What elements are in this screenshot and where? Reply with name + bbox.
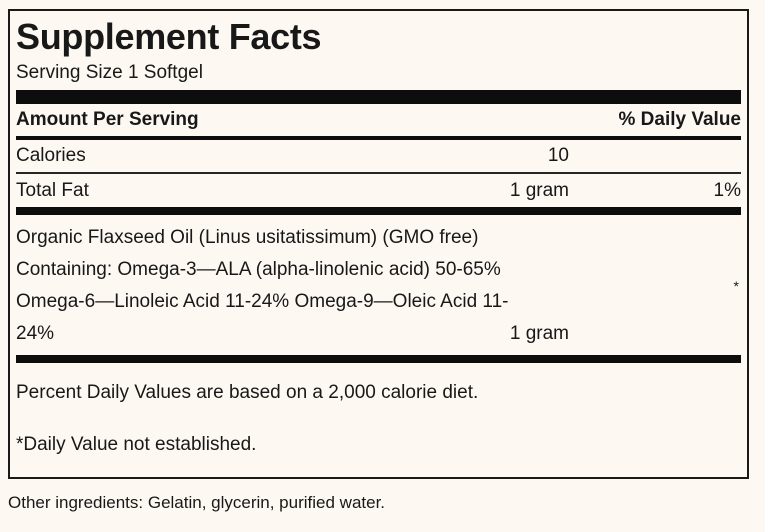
thick-divider-mid	[16, 207, 741, 216]
serving-size: Serving Size 1 Softgel	[16, 62, 203, 84]
amount-per-serving-header: Amount Per Serving	[16, 109, 199, 131]
ingredient-block: Organic Flaxseed Oil (Linus usitatissimu…	[16, 215, 741, 355]
footnote-percent-daily: Percent Daily Values are based on a 2,00…	[16, 382, 479, 404]
footnote-not-established: *Daily Value not established.	[16, 434, 257, 456]
other-ingredients-text: Other ingredients: Gelatin, glycerin, pu…	[8, 493, 386, 512]
panel-title: Supplement Facts	[16, 16, 322, 57]
thick-divider-bottom	[16, 355, 741, 364]
nutrient-amount: 1 gram	[509, 179, 569, 201]
ingredient-line: Organic Flaxseed Oil (Linus usitatissimu…	[16, 227, 479, 249]
ingredient-line: Omega-6—Linoleic Acid 11-24% Omega-9—Ole…	[16, 291, 509, 313]
ingredient-line: Containing: Omega-3—ALA (alpha-linolenic…	[16, 259, 501, 281]
asterisk-mark: *	[733, 278, 739, 295]
ingredient-amount: 1 gram	[509, 323, 569, 345]
header-divider	[16, 136, 741, 141]
daily-value-header: % Daily Value	[618, 109, 741, 131]
nutrient-row-calories: Calories 10	[16, 140, 741, 172]
ingredient-last-line: 24% 1 gram	[16, 318, 741, 350]
nutrient-amount: 10	[547, 145, 569, 167]
nutrient-name: Total Fat	[16, 179, 89, 201]
thin-divider	[16, 172, 741, 175]
nutrient-name: Calories	[16, 145, 86, 167]
supplement-facts-panel: Supplement Facts Serving Size 1 Softgel …	[8, 9, 749, 479]
ingredient-dv-spacer	[569, 318, 741, 350]
nutrient-row-total-fat: Total Fat 1 gram 1%	[16, 174, 741, 207]
nutrient-dv: 1%	[713, 179, 741, 201]
column-header-row: Amount Per Serving % Daily Value	[16, 104, 741, 136]
ingredient-line: 24%	[16, 323, 55, 345]
thick-divider-top	[16, 90, 741, 105]
